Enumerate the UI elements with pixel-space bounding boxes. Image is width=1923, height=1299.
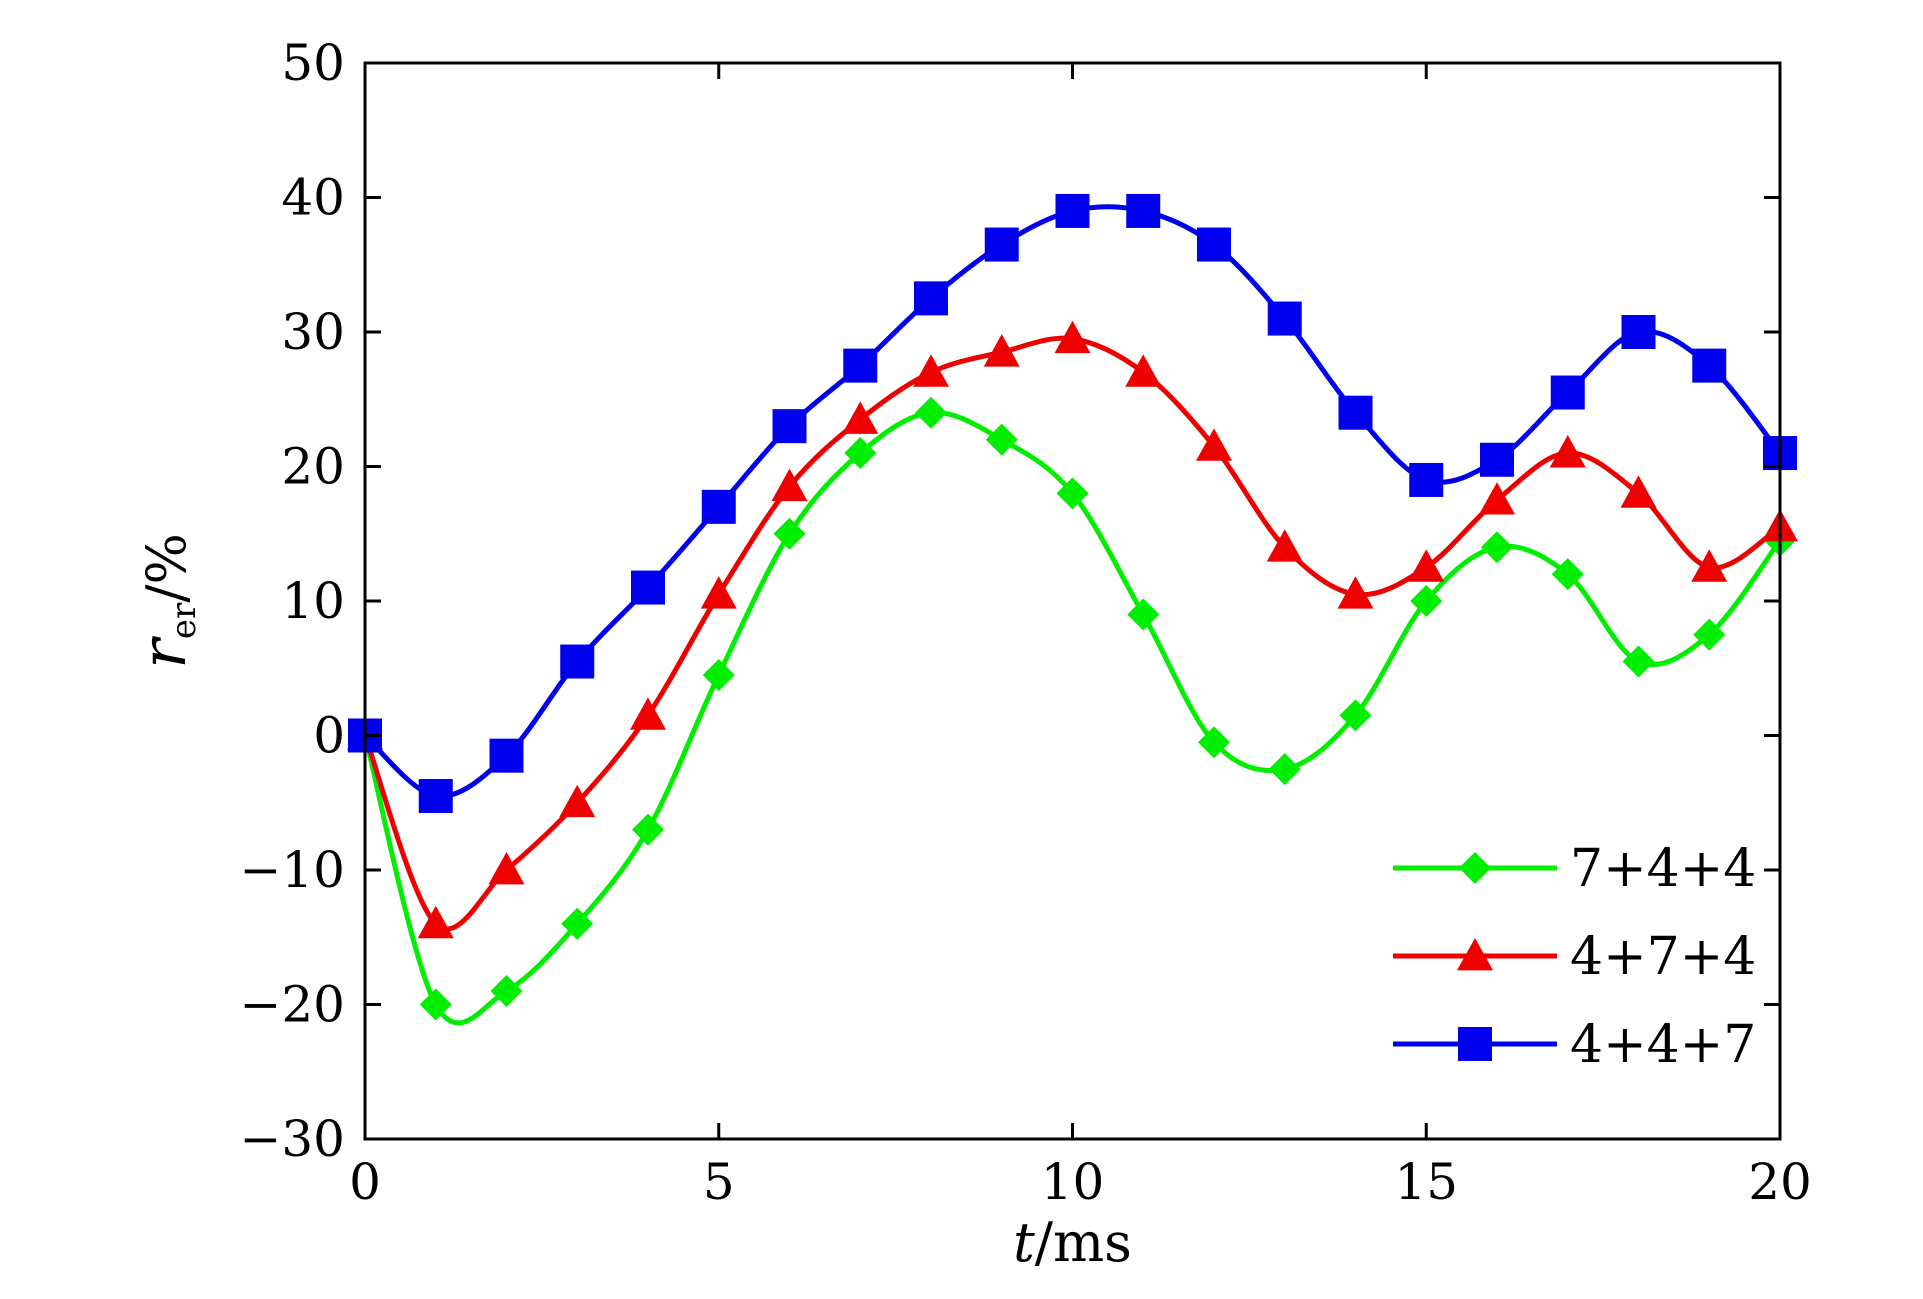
data-point xyxy=(631,570,665,605)
x-axis-var: t xyxy=(1013,1211,1035,1274)
data-point xyxy=(490,975,523,1008)
data-point xyxy=(630,697,666,730)
legend-label: 7+4+4 xyxy=(1570,839,1756,899)
legend-entry: 7+4+4 xyxy=(1393,839,1756,899)
data-point xyxy=(1480,442,1514,477)
data-point xyxy=(1198,726,1230,759)
data-point xyxy=(1479,482,1515,515)
data-point xyxy=(418,779,453,814)
data-point xyxy=(419,988,452,1021)
data-point xyxy=(1620,475,1657,508)
x-tick-label: 10 xyxy=(1041,1153,1105,1211)
data-point xyxy=(559,784,596,818)
data-point xyxy=(843,348,878,383)
data-point xyxy=(1550,375,1585,410)
y-axis-unit: /% xyxy=(135,533,198,603)
data-point xyxy=(1268,753,1301,786)
data-point xyxy=(1267,301,1302,336)
legend-entry: 4+4+7 xyxy=(1393,1015,1756,1075)
data-point xyxy=(1692,348,1727,383)
data-point xyxy=(1621,315,1656,349)
data-point xyxy=(1622,645,1655,678)
y-axis-title: rer/% xyxy=(127,533,204,669)
data-point xyxy=(1055,193,1090,228)
data-point xyxy=(1056,477,1089,510)
y-tick-label: 10 xyxy=(281,572,345,630)
legend-swatch-marker xyxy=(1458,1027,1492,1061)
data-point xyxy=(561,907,594,940)
data-point xyxy=(1551,558,1584,591)
legend-entry: 4+7+4 xyxy=(1393,927,1756,987)
y-tick-label: −20 xyxy=(239,976,345,1034)
y-tick-label: 20 xyxy=(281,438,345,496)
data-point xyxy=(632,813,664,846)
y-tick-label: 30 xyxy=(281,303,345,361)
data-point xyxy=(560,644,595,679)
y-tick-label: −30 xyxy=(239,1110,345,1168)
data-point xyxy=(772,409,807,444)
data-point xyxy=(985,423,1018,456)
legend-swatch-marker xyxy=(1457,938,1493,971)
ticks-layer xyxy=(363,61,1782,1141)
y-tick-label: −10 xyxy=(239,841,345,899)
data-point xyxy=(983,334,1020,367)
x-tick-label: 5 xyxy=(703,1153,735,1211)
data-point xyxy=(842,401,879,434)
data-point xyxy=(1691,549,1728,582)
data-point xyxy=(1197,227,1231,262)
series-line xyxy=(362,335,1782,932)
data-point xyxy=(1409,462,1444,497)
data-point xyxy=(1410,585,1443,617)
data-point xyxy=(702,658,735,691)
data-point xyxy=(773,517,806,550)
data-point xyxy=(1196,428,1232,461)
y-tick-label: 0 xyxy=(313,707,345,765)
data-point xyxy=(844,437,877,470)
series-0 xyxy=(349,396,1796,1026)
y-axis-sub: er xyxy=(164,602,204,639)
x-tick-labels: 0 5 10 15 20 xyxy=(349,1153,1812,1211)
data-point xyxy=(771,468,808,502)
x-tick-label: 0 xyxy=(349,1153,381,1211)
legend: 7+4+4 4+7+4 4+4+7 xyxy=(1393,839,1756,1075)
legend-label: 4+7+4 xyxy=(1570,927,1756,987)
data-point xyxy=(1126,193,1161,228)
y-axis-var: r xyxy=(127,636,200,669)
data-point xyxy=(1127,598,1160,631)
data-point xyxy=(1054,320,1091,354)
x-tick-label: 20 xyxy=(1748,1153,1812,1211)
legend-label: 4+4+7 xyxy=(1570,1015,1756,1075)
data-point xyxy=(1408,549,1445,582)
data-point xyxy=(488,852,525,885)
x-axis-title: t/ms xyxy=(1013,1211,1132,1274)
x-tick-label: 15 xyxy=(1394,1153,1458,1211)
data-point xyxy=(700,576,737,609)
data-point xyxy=(1125,354,1162,387)
data-point xyxy=(984,227,1019,262)
data-point xyxy=(913,354,949,387)
data-point xyxy=(1481,531,1513,564)
data-point xyxy=(914,281,948,316)
data-point xyxy=(915,396,947,429)
series-layer xyxy=(347,193,1798,1026)
data-point xyxy=(1549,435,1586,468)
data-point xyxy=(1338,395,1373,430)
y-tick-label: 40 xyxy=(281,169,345,227)
data-point xyxy=(1337,576,1374,609)
data-point xyxy=(489,738,524,773)
legend-swatch-marker xyxy=(1459,852,1491,884)
data-point xyxy=(1339,699,1372,732)
data-point xyxy=(1693,618,1726,651)
y-tick-labels: −30 −20 −10 0 10 20 30 40 50 xyxy=(239,34,345,1168)
y-tick-label: 50 xyxy=(281,34,345,92)
x-axis-unit: /ms xyxy=(1035,1211,1132,1274)
data-point xyxy=(1266,529,1303,562)
data-point xyxy=(701,489,736,524)
data-point xyxy=(417,905,454,939)
